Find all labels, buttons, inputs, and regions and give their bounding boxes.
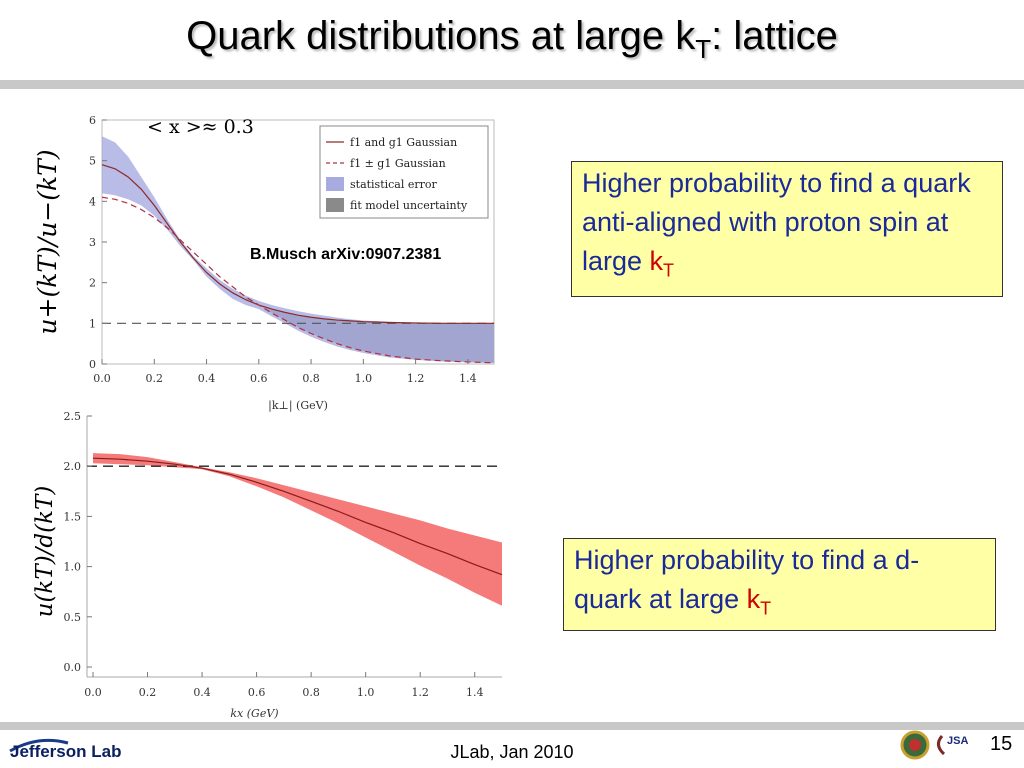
- y-tick-label: 0: [89, 358, 96, 371]
- y-tick-label: 3: [89, 236, 96, 249]
- y-tick-label: 0.5: [64, 611, 82, 624]
- x-tick-label: 1.2: [411, 686, 429, 699]
- page-number: 15: [990, 733, 1013, 755]
- series-line-f1-g1: [101, 164, 494, 324]
- x-tick-label: 0.6: [250, 372, 267, 385]
- x-tick-label: 0.2: [139, 686, 157, 699]
- top-rule: [0, 80, 1024, 89]
- kt-subscript: T: [760, 598, 772, 619]
- y-tick-label: 0.0: [64, 661, 82, 674]
- x-tick-label: 0.4: [198, 372, 216, 385]
- bottom-rule: [0, 722, 1024, 730]
- x-tick-label: 0.0: [84, 686, 102, 699]
- jsa-logo-graphic: JSA: [900, 730, 968, 760]
- callout-antialigned: Higher probability to find a quark anti-…: [571, 161, 1003, 297]
- y-tick-label: 5: [89, 155, 96, 168]
- legend-label: fit model uncertainty: [350, 199, 468, 212]
- uncertainty-band: [93, 453, 502, 606]
- u-over-d-chart: 0.0 0.2 0.4 0.6 0.8 1.0 1.2 1.4 0.0 0.5 1.0 1.5 2.0 2…: [32, 410, 503, 720]
- y-tick-label: 1: [89, 317, 96, 330]
- title-text: Quark distributions at large k: [186, 14, 696, 58]
- x-tick-label: 0.0: [93, 372, 111, 385]
- y-tick-label: 4: [89, 195, 96, 208]
- central-line: [92, 457, 503, 576]
- y-axis-label: u(kT)/d(kT): [32, 486, 58, 618]
- y-tick-label: 2: [89, 277, 96, 290]
- kt-letter: k: [746, 584, 761, 614]
- series-line-f1-pm-g1: [101, 196, 495, 364]
- callout-dquark-text: Higher probability to find a d-quark at …: [574, 545, 920, 614]
- title-subscript: T: [695, 34, 712, 64]
- legend-label: f1 ± g1 Gaussian: [350, 157, 446, 170]
- x-tick-label: 1.2: [407, 372, 425, 385]
- y-tick-label: 1.0: [64, 561, 82, 574]
- x-tick-label: 0.8: [302, 686, 320, 699]
- callout-antialigned-text: Higher probability to find a quark anti-…: [582, 168, 971, 276]
- x-tick-label: 0.4: [193, 686, 211, 699]
- kt-letter: k: [649, 246, 664, 276]
- callout-dquark: Higher probability to find a d-quark at …: [563, 538, 996, 631]
- x-tick-label: 0.8: [302, 372, 320, 385]
- y-tick-label: 2.0: [64, 460, 82, 473]
- x-tick-label: 1.0: [355, 372, 373, 385]
- jlab-logo-graphic: Jefferson Lab: [9, 738, 121, 761]
- y-tick-label: 1.5: [64, 510, 82, 523]
- x-tick-label: 0.6: [248, 686, 266, 699]
- footer-text: JLab, Jan 2010: [450, 742, 574, 762]
- callout-antialigned-kt: kT: [649, 246, 675, 280]
- jefferson-lab-logo: Jefferson Lab: [8, 733, 138, 768]
- mean-x-note: < x >≈ 0.3: [147, 116, 254, 138]
- x-tick-label: 1.0: [357, 686, 375, 699]
- x-tick-label: 1.4: [466, 686, 484, 699]
- slide-title: Quark distributions at large kT: lattice: [0, 14, 1024, 65]
- y-tick-label: 6: [89, 114, 96, 127]
- statistical-error-band: [102, 136, 494, 364]
- legend-swatch: [326, 198, 344, 212]
- legend-label: f1 and g1 Gaussian: [350, 136, 457, 149]
- reference-label: B.Musch arXiv:0907.2381: [250, 246, 442, 263]
- ratio-polarized-chart: 0.0 0.2 0.4 0.6 0.8 1.0 1.2 1.4 0 1 2 3 4 5 6 |k⊥| (GeV…: [33, 114, 495, 413]
- x-axis-label: |k⊥| (GeV): [268, 399, 328, 413]
- title-tail: : lattice: [711, 14, 838, 58]
- jlab-logo-text: Jefferson Lab: [10, 742, 121, 761]
- x-tick-label: 0.2: [146, 372, 164, 385]
- callout-dquark-kt: kT: [746, 584, 772, 618]
- x-axis-label: kx (GeV): [230, 707, 278, 720]
- legend-label: statistical error: [350, 178, 438, 191]
- x-tick-label: 1.4: [459, 372, 477, 385]
- legend-swatch: [326, 177, 344, 191]
- y-tick-label: 2.5: [64, 410, 82, 423]
- y-axis-label: u+(kT)/u−(kT): [33, 149, 62, 334]
- kt-subscript: T: [663, 260, 675, 281]
- jsa-logo: JSA: [900, 728, 980, 767]
- jsa-logo-text: JSA: [947, 735, 968, 747]
- legend-box: [319, 125, 489, 219]
